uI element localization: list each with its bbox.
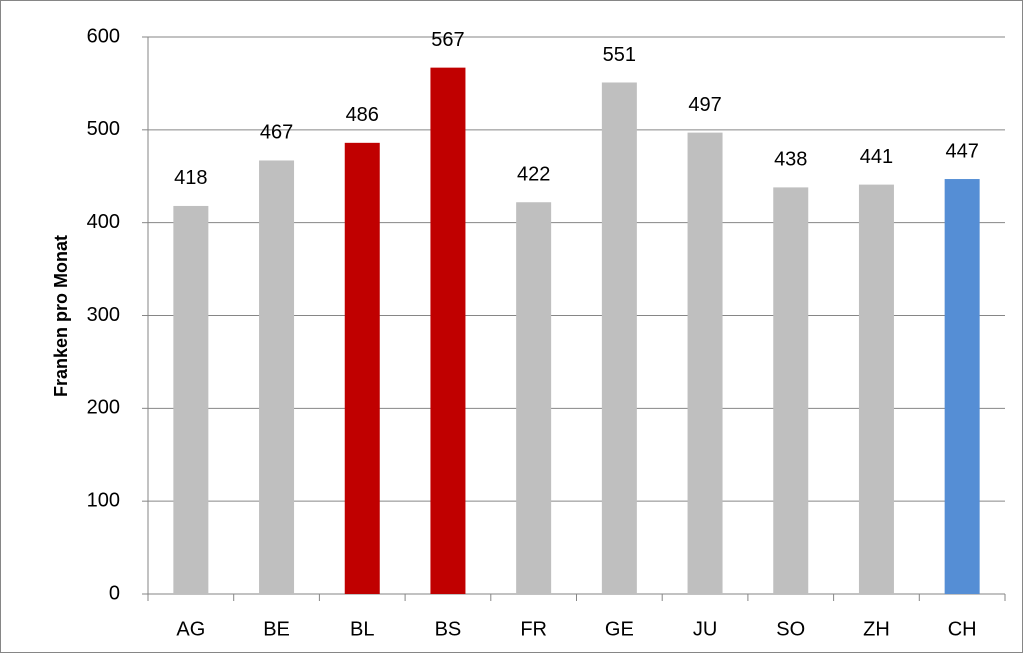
y-tick-label: 300 — [87, 304, 120, 326]
x-tick-label: GE — [605, 618, 634, 640]
data-label: 422 — [517, 164, 550, 186]
bar — [601, 82, 637, 594]
bar — [259, 160, 295, 595]
bar — [773, 187, 809, 594]
data-label: 438 — [774, 149, 807, 171]
x-tick-label: FR — [520, 618, 547, 640]
y-tick-label: 0 — [109, 582, 120, 604]
data-label: 486 — [346, 104, 379, 126]
x-tick-label: SO — [776, 618, 805, 640]
bar — [687, 132, 723, 594]
data-label: 418 — [174, 167, 207, 189]
bar — [173, 205, 209, 594]
data-label: 441 — [860, 146, 893, 168]
bar — [944, 179, 980, 594]
x-tick-label: CH — [948, 618, 977, 640]
bar — [344, 142, 380, 594]
y-tick-label: 200 — [87, 397, 120, 419]
data-label: 567 — [431, 29, 464, 51]
y-tick-label: 400 — [87, 211, 120, 233]
x-tick-label: BE — [263, 618, 290, 640]
data-label: 467 — [260, 122, 293, 144]
data-label: 551 — [603, 44, 636, 66]
x-tick-label: BS — [435, 618, 462, 640]
x-tick-label: BL — [350, 618, 374, 640]
y-tick-label: 500 — [87, 118, 120, 140]
x-tick-label: JU — [693, 618, 717, 640]
x-tick-label: AG — [176, 618, 205, 640]
data-label: 447 — [945, 140, 978, 162]
y-tick-label: 100 — [87, 489, 120, 511]
bar — [430, 67, 466, 594]
bar — [516, 202, 552, 594]
y-axis-title: Franken pro Monat — [51, 235, 71, 397]
data-label: 497 — [688, 94, 721, 116]
y-tick-label: 600 — [87, 25, 120, 47]
bar — [858, 184, 894, 595]
x-tick-label: ZH — [863, 618, 890, 640]
